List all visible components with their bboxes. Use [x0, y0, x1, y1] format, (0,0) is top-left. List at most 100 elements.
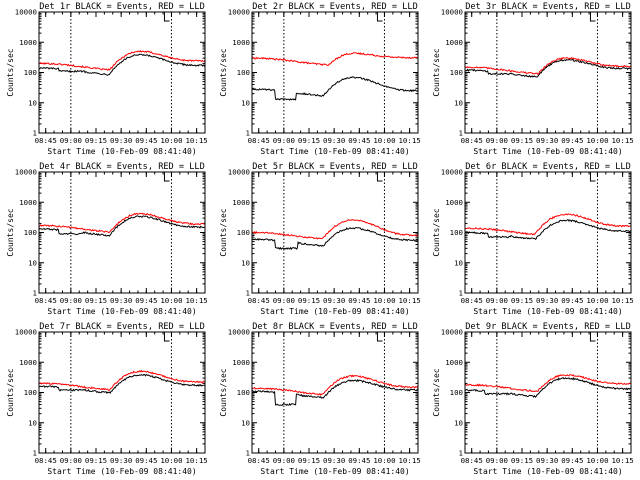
x-tick-label: 09:30 [323, 456, 345, 465]
interval-bracket [163, 332, 170, 342]
y-tick-label: 10 [241, 418, 250, 427]
lld-rate-line [251, 52, 419, 67]
panel-title: Det 9r BLACK = Events, RED = LLD [465, 322, 631, 332]
x-tick-label: 09:30 [323, 136, 345, 145]
y-axis-label: Counts/sec [6, 48, 15, 96]
y-axis-label: Counts/sec [219, 48, 228, 96]
interval-bracket [376, 332, 383, 342]
x-tick-label: 10:15 [398, 456, 420, 465]
y-tick-label: 100 [237, 228, 250, 237]
plot-frame [251, 331, 419, 454]
events-rate-line [39, 373, 206, 395]
x-tick-label: 09:15 [298, 296, 320, 305]
x-tick-label: 08:45 [248, 296, 270, 305]
x-tick-label: 10:00 [373, 296, 395, 305]
interval-bracket [163, 12, 170, 22]
x-tick-label: 09:45 [135, 456, 157, 465]
x-tick-label: 09:00 [273, 136, 295, 145]
interval-bracket [589, 12, 596, 22]
x-tick-label: 10:15 [398, 136, 420, 145]
panel-title: Det 4r BLACK = Events, RED = LLD [39, 162, 205, 172]
x-tick-label: 09:45 [135, 296, 157, 305]
y-tick-label: 1000 [445, 358, 463, 367]
y-tick-label: 10000 [228, 168, 250, 177]
x-axis-label: Start Time (10-Feb-09 08:41:40) [473, 147, 622, 156]
panel-det-4: Det 4r BLACK = Events, RED = LLD Counts/s… [6, 162, 208, 316]
x-tick-label: 09:45 [561, 296, 583, 305]
panel-det-5: Det 5r BLACK = Events, RED = LLD Counts/s… [219, 162, 421, 316]
events-rate-line [464, 219, 631, 240]
lld-rate-line [38, 49, 206, 72]
plot-frame [38, 171, 206, 294]
plot-frame [38, 11, 206, 134]
x-tick-label: 09:15 [85, 296, 107, 305]
y-tick-label: 10000 [15, 168, 37, 177]
x-axis-label: Start Time (10-Feb-09 08:41:40) [47, 467, 196, 476]
lld-rate-line [464, 213, 631, 236]
y-tick-label: 10000 [15, 328, 37, 337]
x-tick-label: 10:00 [373, 456, 395, 465]
plot-frame [464, 171, 632, 294]
y-tick-label: 1 [246, 129, 250, 138]
x-tick-label: 09:15 [85, 136, 107, 145]
panel-det-3: Det 3r BLACK = Events, RED = LLD Counts/s… [432, 2, 634, 156]
panel-title: Det 2r BLACK = Events, RED = LLD [252, 2, 418, 12]
y-tick-label: 1000 [19, 198, 37, 207]
x-tick-label: 09:45 [348, 296, 370, 305]
x-tick-label: 09:30 [323, 296, 345, 305]
y-tick-label: 10000 [15, 8, 37, 17]
y-axis-label: Counts/sec [219, 208, 228, 256]
y-axis-label: Counts/sec [432, 208, 441, 256]
y-tick-label: 100 [450, 68, 463, 77]
panel-det-6: Det 6r BLACK = Events, RED = LLD Counts/s… [432, 162, 634, 316]
y-tick-label: 10 [28, 418, 37, 427]
x-tick-label: 09:00 [273, 456, 295, 465]
lld-rate-line [464, 56, 631, 76]
x-tick-label: 09:00 [60, 456, 82, 465]
x-tick-label: 10:00 [586, 136, 608, 145]
plot-frame [251, 171, 419, 294]
x-tick-label: 08:45 [461, 296, 483, 305]
x-axis-label: Start Time (10-Feb-09 08:41:40) [260, 467, 409, 476]
y-tick-label: 100 [24, 68, 37, 77]
panel-det-2: Det 2r BLACK = Events, RED = LLD Counts/s… [219, 2, 421, 156]
y-tick-label: 1 [246, 289, 250, 298]
x-tick-label: 09:45 [348, 136, 370, 145]
interval-bracket [376, 12, 383, 22]
y-tick-label: 10000 [228, 328, 250, 337]
plot-frame [38, 331, 206, 454]
y-tick-label: 10 [454, 418, 463, 427]
x-tick-label: 09:00 [60, 136, 82, 145]
y-tick-label: 10000 [441, 168, 463, 177]
x-axis-label: Start Time (10-Feb-09 08:41:40) [473, 467, 622, 476]
y-tick-label: 1 [459, 449, 463, 458]
y-tick-label: 1 [33, 289, 37, 298]
x-tick-label: 09:00 [60, 296, 82, 305]
y-tick-label: 1000 [19, 38, 37, 47]
panel-title: Det 1r BLACK = Events, RED = LLD [39, 2, 205, 12]
interval-bracket [589, 172, 596, 182]
y-tick-label: 1 [459, 129, 463, 138]
y-tick-label: 100 [24, 388, 37, 397]
plot-frame [251, 11, 419, 134]
x-tick-label: 10:15 [185, 456, 207, 465]
y-tick-label: 100 [450, 388, 463, 397]
x-tick-label: 08:45 [35, 296, 57, 305]
plot-frame [464, 331, 632, 454]
y-tick-label: 1000 [232, 198, 250, 207]
panel-det-7: Det 7r BLACK = Events, RED = LLD Counts/s… [6, 322, 208, 476]
x-tick-label: 10:00 [160, 296, 182, 305]
x-tick-label: 09:15 [298, 456, 320, 465]
y-tick-label: 1000 [445, 198, 463, 207]
x-axis-label: Start Time (10-Feb-09 08:41:40) [260, 147, 409, 156]
x-tick-label: 09:30 [110, 456, 132, 465]
x-tick-label: 10:15 [398, 296, 420, 305]
events-rate-line [251, 76, 419, 101]
y-tick-label: 10000 [441, 8, 463, 17]
y-axis-label: Counts/sec [432, 48, 441, 96]
y-tick-label: 1000 [232, 38, 250, 47]
x-tick-label: 10:00 [160, 456, 182, 465]
x-tick-label: 08:45 [461, 136, 483, 145]
x-tick-label: 09:30 [536, 136, 558, 145]
